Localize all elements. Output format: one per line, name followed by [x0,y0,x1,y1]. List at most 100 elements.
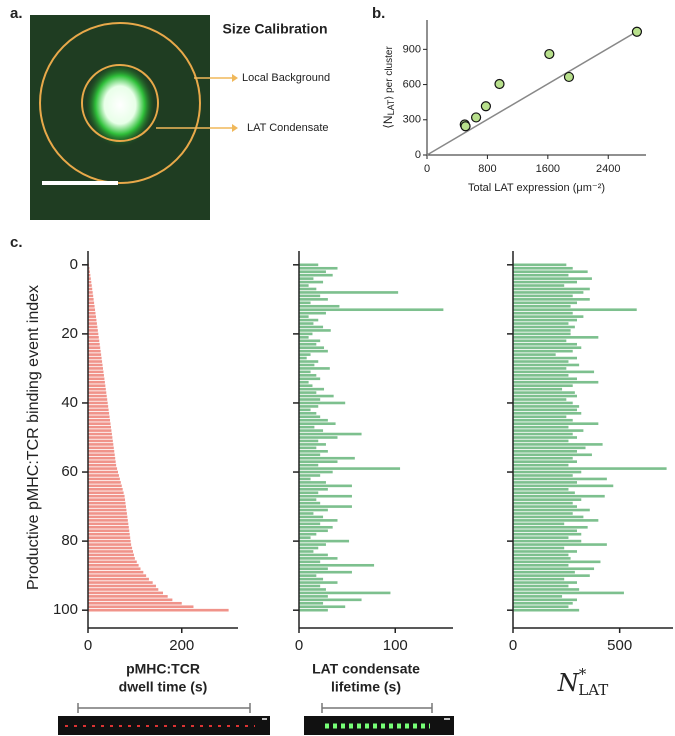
bar [299,291,399,294]
bar [88,560,137,564]
bar [88,325,98,329]
bar [88,501,126,505]
bar [88,481,121,484]
bar [513,263,567,267]
bar [513,570,575,574]
bar [513,356,577,360]
bar [88,394,107,398]
bar [88,588,159,591]
bar [88,332,99,336]
bar [513,398,567,401]
bar [299,263,319,267]
x-label-sup: * [579,665,587,683]
bar [299,360,319,363]
bar [513,394,577,398]
bar [513,494,605,498]
condensate-circle [81,64,159,142]
bar [88,543,132,546]
bar [299,280,324,284]
bar [88,539,131,543]
arrow-head [232,124,238,132]
bar [513,577,565,581]
annotation: LAT Condensate [247,122,329,134]
kymograph [304,716,454,735]
bar [88,270,90,274]
bar [88,508,127,512]
bar [513,560,601,564]
bar [299,277,314,280]
bar [299,273,333,277]
y-axis-label: ⟨NLAT⟩ per cluster [381,46,396,129]
bar [88,408,109,412]
bar [88,470,118,474]
bar [513,446,586,450]
bar [299,536,311,539]
bar [513,380,599,384]
y-tick-label: 100 [53,601,78,618]
bar [88,605,194,609]
x-axis-label: LAT condensate [312,661,420,677]
bar [88,432,112,436]
bar [299,484,352,488]
bar [299,363,315,367]
bar [299,474,321,477]
bar [513,325,575,329]
point [460,121,471,132]
bar [88,570,144,574]
bar [513,532,582,536]
bar [513,367,567,370]
bar [299,581,338,584]
bar [513,370,595,374]
bar [299,560,321,564]
bar [513,353,556,356]
bar [299,477,311,481]
fit-line [426,29,639,156]
bar [88,304,95,308]
bar [88,284,92,287]
bar [88,446,114,450]
bar [513,329,571,332]
x-axis-label: dwell time (s) [119,679,208,695]
bar [299,546,319,550]
bar [88,484,122,488]
bar [513,342,577,346]
bar [88,491,124,495]
bar [513,608,580,612]
point [631,26,643,37]
bar [88,418,111,422]
bar [513,450,577,453]
bar [299,284,309,287]
bar [88,439,113,443]
bar [299,384,313,388]
bar [513,460,577,463]
bar [299,443,326,446]
bar [513,291,584,294]
bar [299,512,314,515]
bar [88,522,129,526]
bar [513,429,584,432]
bar [299,519,338,522]
bar [299,501,321,505]
panel-label: b. [372,5,385,22]
bar [513,304,571,308]
bar [513,360,569,363]
bar [299,339,321,343]
bar [513,266,573,270]
bar [88,336,99,339]
bar [88,591,163,595]
bar [513,336,599,339]
bar [88,377,105,381]
bar [88,598,173,602]
bar [513,467,667,470]
panel-label: a. [10,5,23,22]
y-tick-label: 0 [415,149,421,161]
bar [513,508,590,512]
bar [513,522,565,526]
bar [299,525,333,529]
bar [88,363,103,367]
x-tick-label: 1600 [536,163,560,175]
bar [513,474,573,477]
x-axis-label: Total LAT expression (μm⁻²) [468,182,605,194]
bar [299,591,391,595]
bar [513,543,607,546]
